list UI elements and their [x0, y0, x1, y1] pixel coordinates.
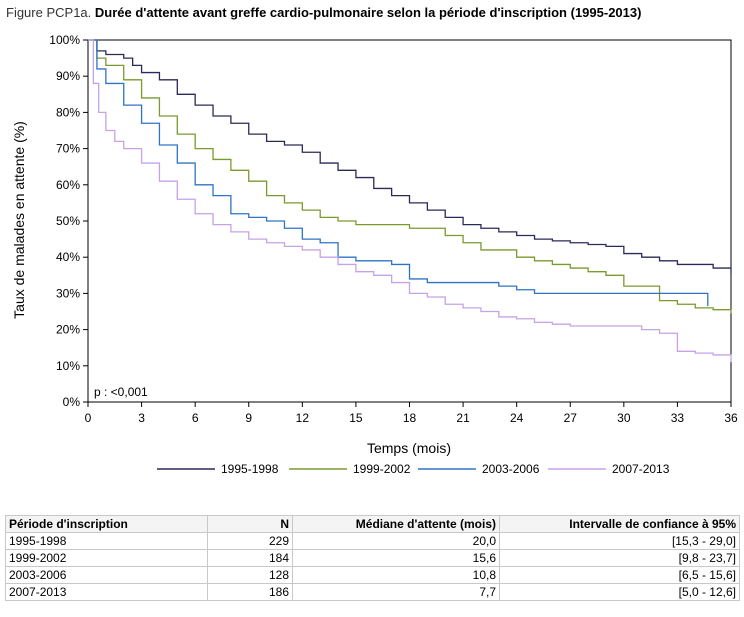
x-tick-label: 3 — [138, 411, 145, 425]
table-cell-period: 2003-2006 — [5, 566, 208, 584]
median-wait-table: Période d'inscription N Médiane d'attent… — [5, 515, 740, 601]
y-tick-label: 20% — [56, 323, 80, 337]
x-tick-label: 15 — [349, 411, 363, 425]
x-tick-label: 33 — [671, 411, 685, 425]
figure-title-text: Durée d'attente avant greffe cardio-pulm… — [94, 5, 642, 20]
table-cell-period: 2007-2013 — [5, 583, 208, 601]
y-tick-label: 80% — [56, 105, 80, 119]
y-tick-label: 30% — [56, 286, 80, 300]
table-cell-median: 20,0 — [292, 532, 500, 550]
y-tick-label: 0% — [63, 395, 81, 409]
table-cell-n: 229 — [207, 532, 293, 550]
x-tick-label: 36 — [724, 411, 738, 425]
x-tick-label: 30 — [617, 411, 631, 425]
legend-label-2003-2006: 2003-2006 — [482, 462, 540, 476]
x-tick-label: 27 — [564, 411, 578, 425]
y-tick-label: 100% — [49, 33, 80, 47]
x-axis-label: Temps (mois) — [367, 440, 451, 456]
y-tick-label: 60% — [56, 178, 80, 192]
table-cell-period: 1999-2002 — [5, 549, 208, 567]
table-cell-ci: [5,0 - 12,6] — [499, 583, 740, 601]
y-tick-label: 10% — [56, 359, 80, 373]
table-cell-ci: [6,5 - 15,6] — [499, 566, 740, 584]
table-cell-ci: [9,8 - 23,7] — [499, 549, 740, 567]
x-tick-label: 6 — [192, 411, 199, 425]
chart-axes: 0 3 6 9 12 15 18 21 24 27 30 33 360%10%20%30%40%50%6… — [49, 33, 738, 425]
table-cell-ci: [15,3 - 29,0] — [499, 532, 740, 550]
table-cell-n: 128 — [207, 566, 293, 584]
table-header-period: Période d'inscription — [5, 515, 208, 533]
table-cell-period: 1995-1998 — [5, 532, 208, 550]
table-cell-n: 184 — [207, 549, 293, 567]
table-row: 2007-2013 186 7,7 [5,0 - 12,6] — [5, 583, 740, 601]
table-header-n: N — [207, 515, 293, 533]
x-tick-label: 24 — [510, 411, 524, 425]
y-tick-label: 70% — [56, 142, 80, 156]
series-line-1999-2002 — [88, 39, 732, 314]
x-tick-label: 21 — [456, 411, 470, 425]
legend-label-1995-1998: 1995-1998 — [221, 462, 279, 476]
series-line-2003-2006 — [88, 39, 709, 307]
legend-label-2007-2013: 2007-2013 — [612, 462, 670, 476]
table-header-row: Période d'inscription N Médiane d'attent… — [5, 515, 740, 533]
figure-title: Figure PCP1a. Durée d'attente avant gref… — [6, 5, 641, 20]
figure-label: Figure PCP1a. — [6, 5, 92, 20]
table-row: 1995-1998 229 20,0 [15,3 - 29,0] — [5, 532, 740, 550]
y-axis-label: Taux de malades en attente (%) — [11, 121, 27, 319]
series-line-2007-2013 — [88, 39, 732, 363]
chart-curves — [88, 39, 732, 363]
table-cell-median: 7,7 — [292, 583, 500, 601]
y-tick-label: 40% — [56, 250, 80, 264]
survival-chart: 0 3 6 9 12 15 18 21 24 27 30 33 360%10%20%30%40%50%6… — [11, 33, 738, 476]
x-tick-label: 0 — [85, 411, 92, 425]
p-value-annotation: p : <0,001 — [94, 385, 148, 399]
table-cell-n: 186 — [207, 583, 293, 601]
legend-label-1999-2002: 1999-2002 — [353, 462, 411, 476]
y-tick-label: 50% — [56, 214, 80, 228]
table-cell-median: 10,8 — [292, 566, 500, 584]
chart-legend: 1995-1998 1999-2002 2003-2006 2007-2013 — [157, 462, 670, 476]
table-header-ci: Intervalle de confiance à 95% — [499, 515, 740, 533]
x-tick-label: 18 — [403, 411, 417, 425]
table-row: 2003-2006 128 10,8 [6,5 - 15,6] — [5, 566, 740, 584]
table-cell-median: 15,6 — [292, 549, 500, 567]
series-line-1995-1998 — [88, 39, 732, 274]
y-tick-label: 90% — [56, 69, 80, 83]
table-header-median: Médiane d'attente (mois) — [292, 515, 500, 533]
x-tick-label: 9 — [245, 411, 252, 425]
table-row: 1999-2002 184 15,6 [9,8 - 23,7] — [5, 549, 740, 567]
x-tick-label: 12 — [296, 411, 310, 425]
